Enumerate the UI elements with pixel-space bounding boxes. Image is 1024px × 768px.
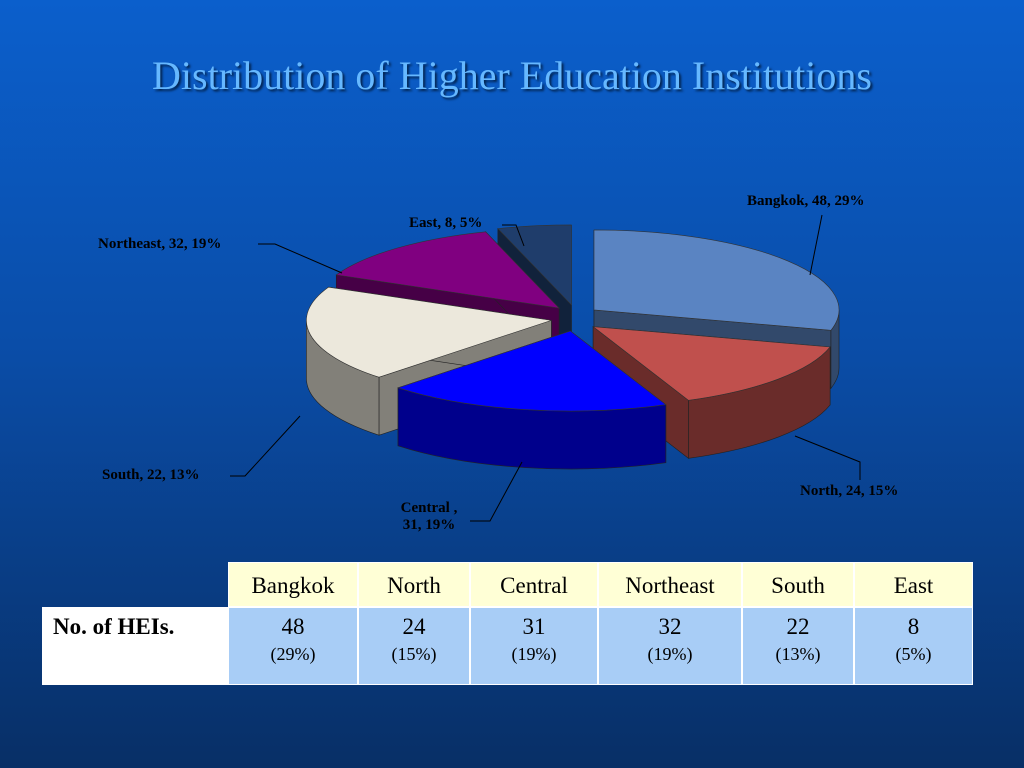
data-label: East, 8, 5%: [409, 215, 483, 231]
count: 22: [786, 614, 810, 639]
table-cell: 8 (5%): [854, 607, 973, 685]
pie-slice: [397, 330, 667, 412]
table-cell: 31 (19%): [470, 607, 598, 685]
pie-slice: [592, 326, 831, 401]
leader-line: [230, 415, 301, 477]
column-header: South: [742, 562, 854, 607]
data-label: Northeast, 32, 19%: [98, 236, 222, 252]
percent: (13%): [775, 644, 821, 664]
slide-title: Distribution of Higher Education Institu…: [152, 53, 872, 98]
percent: (19%): [511, 644, 557, 664]
leader-line: [502, 224, 525, 247]
pie-slice: [497, 224, 572, 306]
count: 48: [281, 614, 305, 639]
count: 31: [522, 614, 546, 639]
leader-line: [809, 214, 823, 276]
data-label: South, 22, 13%: [102, 467, 200, 483]
column-header: North: [358, 562, 470, 607]
count: 32: [658, 614, 682, 639]
data-label: Bangkok, 48, 29%: [747, 193, 865, 209]
percent: (5%): [895, 644, 932, 664]
count: 8: [907, 614, 920, 639]
leader-line: [258, 243, 343, 274]
column-header: East: [854, 562, 973, 607]
count: 24: [402, 614, 426, 639]
percent: (29%): [270, 644, 316, 664]
data-label: North, 24, 15%: [800, 483, 899, 499]
data-label: Central , 31, 19%: [400, 500, 458, 533]
column-header: Northeast: [598, 562, 742, 607]
leader-line: [470, 461, 523, 522]
table-cell: 24 (15%): [358, 607, 470, 685]
pie-slice: [306, 286, 552, 378]
column-header: Central: [470, 562, 598, 607]
pie-slice: [593, 229, 840, 331]
table-cell: 22 (13%): [742, 607, 854, 685]
percent: (19%): [647, 644, 693, 664]
column-header: Bangkok: [228, 562, 358, 607]
pie-slice: [335, 231, 560, 309]
table-cell: 48 (29%): [228, 607, 358, 685]
leader-line: [794, 435, 861, 480]
table-cell: 32 (19%): [598, 607, 742, 685]
percent: (15%): [391, 644, 437, 664]
row-label: No. of HEIs.: [42, 607, 228, 685]
